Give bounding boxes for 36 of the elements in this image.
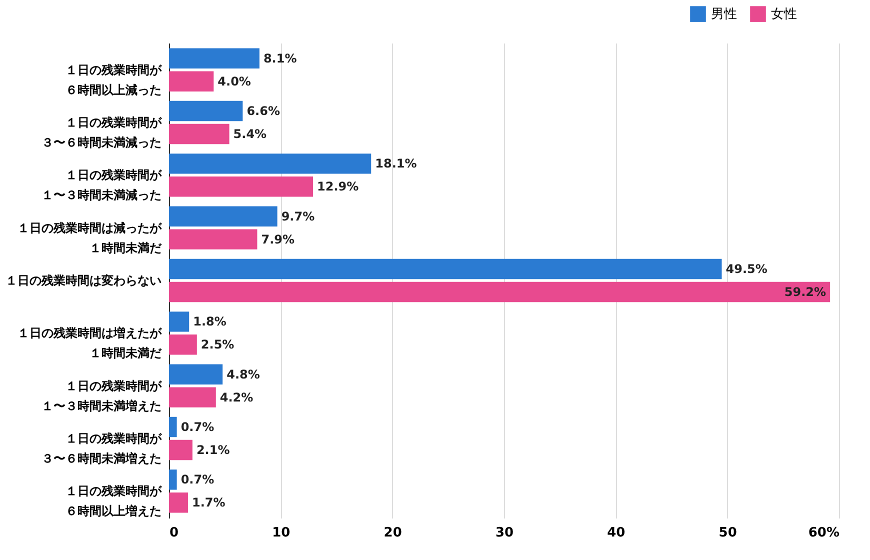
data-label: 9.7%	[281, 209, 315, 224]
data-label: 49.5%	[726, 262, 768, 276]
data-label: 7.9%	[261, 232, 294, 246]
data-label: 18.1%	[375, 156, 417, 171]
data-label: 12.9%	[317, 180, 359, 194]
data-label: 5.4%	[233, 127, 267, 141]
data-label: 2.1%	[196, 442, 230, 457]
data-label: 4.2%	[220, 390, 254, 404]
x-tick-label: 50	[718, 526, 737, 540]
y-tick-label: １日の残業時間は変わらない	[6, 274, 162, 288]
data-label: 0.7%	[180, 420, 214, 434]
data-label: 4.0%	[218, 74, 251, 88]
data-label: 6.6%	[246, 104, 280, 118]
data-label: 2.5%	[200, 338, 234, 352]
y-tick-label: １日の残業時間が１〜３時間未満減った	[42, 168, 162, 202]
data-label: 8.1%	[263, 51, 297, 66]
y-tick-label: １日の残業時間が６時間以上増えた	[66, 484, 162, 518]
legend-label: 男性	[711, 7, 737, 22]
data-label: 1.8%	[193, 314, 226, 329]
data-label: 1.7%	[192, 496, 226, 510]
x-tick-label: 10	[272, 526, 290, 540]
y-tick-label: １日の残業時間が３〜６時間未満減った	[42, 116, 162, 150]
y-tick-label: １日の残業時間が６時間以上減った	[66, 62, 162, 97]
x-tick-label: 60%	[808, 526, 840, 540]
y-tick-label: １日の残業時間は増えたが１時間未満だ	[18, 326, 162, 360]
x-tick-label: 30	[495, 526, 514, 540]
data-label: 4.8%	[226, 367, 260, 382]
x-tick-label: 20	[384, 526, 402, 540]
legend-label: 女性	[771, 7, 797, 22]
x-tick-label: 40	[607, 526, 626, 540]
data-label: 0.7%	[180, 472, 214, 487]
x-tick-label: 0	[170, 526, 179, 540]
y-tick-label: １日の残業時間が３〜６時間未満増えた	[42, 431, 162, 466]
data-label: 59.2%	[784, 284, 826, 299]
y-tick-label: １日の残業時間は減ったが１時間未満だ	[18, 220, 162, 255]
y-tick-label: １日の残業時間が１〜３時間未満増えた	[42, 378, 162, 413]
